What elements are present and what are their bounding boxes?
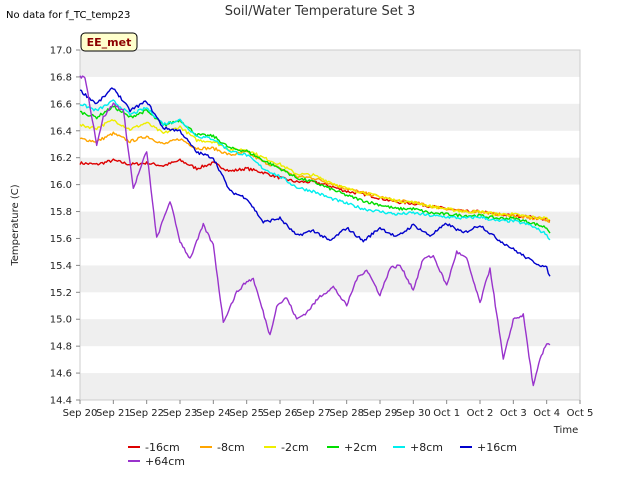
legend-label: -16cm	[145, 441, 180, 454]
x-tick-label: Oct 2	[467, 408, 494, 419]
grid-band	[80, 50, 580, 77]
y-tick-label: 15.8	[50, 207, 72, 218]
grid-bands	[80, 50, 580, 400]
grid-band	[80, 373, 580, 400]
x-tick-label: Sep 27	[296, 408, 331, 419]
y-tick-label: 14.4	[50, 396, 72, 407]
y-axis: 14.4 14.6 14.8 15.0 15.2 15.4 15.6 15.8 16.0 16.2…	[50, 46, 80, 407]
grid-band	[80, 103, 580, 131]
y-tick-label: 15.2	[50, 288, 72, 299]
y-tick-label: 15.4	[50, 261, 72, 272]
y-tick-label: 16.0	[50, 180, 72, 191]
plot-frame	[79, 49, 581, 401]
no-data-note: No data for f_TC_temp23	[6, 10, 130, 21]
y-tick-label: 16.6	[50, 99, 72, 110]
x-tick-label: Sep 29	[363, 408, 398, 419]
x-tick-label: Sep 28	[329, 408, 364, 419]
x-tick-label: Sep 21	[96, 408, 131, 419]
x-tick-label: Sep 24	[196, 408, 231, 419]
y-tick-label: 16.4	[50, 126, 72, 137]
grid-band	[80, 265, 580, 293]
legend-label: +16cm	[477, 441, 517, 454]
x-tick-label: Sep 30	[396, 408, 431, 419]
y-tick-label: 14.6	[50, 369, 72, 380]
x-tick-label: Oct 3	[500, 408, 527, 419]
x-tick-label: Oct 5	[567, 408, 594, 419]
x-tick-label: Sep 22	[129, 408, 164, 419]
legend-label: +64cm	[145, 455, 185, 468]
legend-label: +2cm	[344, 441, 377, 454]
series-line-16cm	[79, 87, 551, 277]
y-tick-label: 16.2	[50, 153, 72, 164]
y-tick-label: 17.0	[50, 46, 72, 57]
legend: -16cm -8cm -2cm +2cm +8cm +16cm +64cm	[128, 441, 517, 468]
x-tick-label: Oct 1	[433, 408, 460, 419]
site-badge-label: EE_met	[87, 36, 132, 49]
series-lines	[79, 75, 551, 387]
x-tick-label: Sep 23	[163, 408, 198, 419]
y-axis-label: Temperature (C)	[10, 184, 21, 266]
legend-label: +8cm	[410, 441, 443, 454]
x-tick-label: Sep 25	[229, 408, 264, 419]
grid-band	[80, 319, 580, 347]
x-tick-label: Oct 4	[533, 408, 560, 419]
y-tick-label: 15.0	[50, 315, 72, 326]
y-tick-label: 15.6	[50, 234, 72, 245]
x-tick-label: Sep 26	[263, 408, 298, 419]
chart-title: Soil/Water Temperature Set 3	[225, 4, 416, 19]
x-tick-label: Sep 20	[63, 408, 98, 419]
y-tick-label: 14.8	[50, 342, 72, 353]
x-axis-label: Time	[553, 425, 578, 436]
y-tick-label: 16.8	[50, 72, 72, 83]
legend-label: -2cm	[281, 441, 309, 454]
legend-label: -8cm	[217, 441, 245, 454]
series-line-2cm	[79, 118, 551, 221]
grid-band	[80, 211, 580, 239]
series-line-64cm	[79, 75, 551, 387]
grid-band	[80, 157, 580, 185]
site-badge-box	[80, 32, 138, 52]
site-badge: EE_met	[80, 32, 138, 52]
